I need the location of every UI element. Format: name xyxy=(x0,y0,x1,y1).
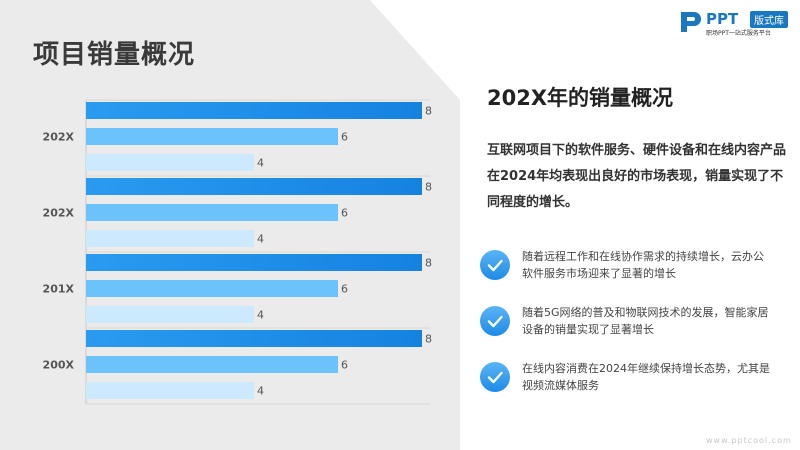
data-label: 4 xyxy=(257,233,264,246)
bar-series2-4 xyxy=(86,356,338,373)
bar-series3-3 xyxy=(86,306,254,323)
bar-series3-2 xyxy=(86,230,254,247)
section-title: 202X年的销量概况 xyxy=(487,86,674,110)
bar-series1-4 xyxy=(86,330,422,347)
data-label: 4 xyxy=(257,385,264,398)
bar-series3-4 xyxy=(86,382,254,399)
logo-mark-icon xyxy=(681,12,701,32)
logo-badge: 版式库 xyxy=(750,11,788,28)
bar-series2-1 xyxy=(86,128,338,145)
data-label: 4 xyxy=(257,309,264,322)
bullet-text: 在线内容消费在2024年继续保持增长态势，尤其是视频流媒体服务 xyxy=(522,362,770,392)
page-title: 项目销量概况 xyxy=(33,40,196,70)
data-label: 8 xyxy=(425,257,432,270)
bullet-text: 随着5G网络的普及和物联网技术的发展，智能家居设备的销量实现了显著增长 xyxy=(522,306,769,336)
bullet-item-1: 随着远程工作和在线协作需求的持续增长，云办公软件服务市场迎来了显著的增长 xyxy=(480,246,780,286)
bullet-item-2: 随着5G网络的普及和物联网技术的发展，智能家居设备的销量实现了显著增长 xyxy=(480,302,780,342)
data-label: 8 xyxy=(425,333,432,346)
data-label: 4 xyxy=(257,157,264,170)
category-label: 202X xyxy=(43,131,75,144)
bar-series2-3 xyxy=(86,280,338,297)
bar-series3-1 xyxy=(86,154,254,171)
bar-series2-2 xyxy=(86,204,338,221)
bullet-item-3: 在线内容消费在2024年继续保持增长态势，尤其是视频流媒体服务 xyxy=(480,358,780,398)
data-label: 6 xyxy=(341,359,348,372)
check-icon xyxy=(480,306,510,336)
description-text: 互联网项目下的软件服务、硬件设备和在线内容产品在2024年均表现出良好的市场表现… xyxy=(487,143,787,210)
category-label: 202X xyxy=(43,207,75,220)
brand-logo: PPT 版式库 职场PPT一站式服务平台 xyxy=(678,7,796,37)
footer-url: www.pptcool.com xyxy=(706,436,792,445)
bar-series1-2 xyxy=(86,178,422,195)
category-label: 201X xyxy=(43,283,75,296)
logo-subtitle: 职场PPT一站式服务平台 xyxy=(706,30,771,37)
data-label: 6 xyxy=(341,283,348,296)
check-icon xyxy=(480,250,510,280)
logo-word: PPT xyxy=(706,10,739,28)
data-label: 8 xyxy=(425,181,432,194)
corner-decoration xyxy=(370,0,460,100)
bar-series1-3 xyxy=(86,254,422,271)
data-label: 6 xyxy=(341,131,348,144)
category-label: 200X xyxy=(43,359,75,372)
data-label: 8 xyxy=(425,105,432,118)
bar-series1-1 xyxy=(86,102,422,119)
data-label: 6 xyxy=(341,207,348,220)
bullet-text: 随着远程工作和在线协作需求的持续增长，云办公软件服务市场迎来了显著的增长 xyxy=(522,250,764,280)
check-icon xyxy=(480,362,510,392)
bar-chart: 8 6 4 202X 8 6 4 202X 8 6 4 201X 8 6 4 200X xyxy=(43,99,432,405)
